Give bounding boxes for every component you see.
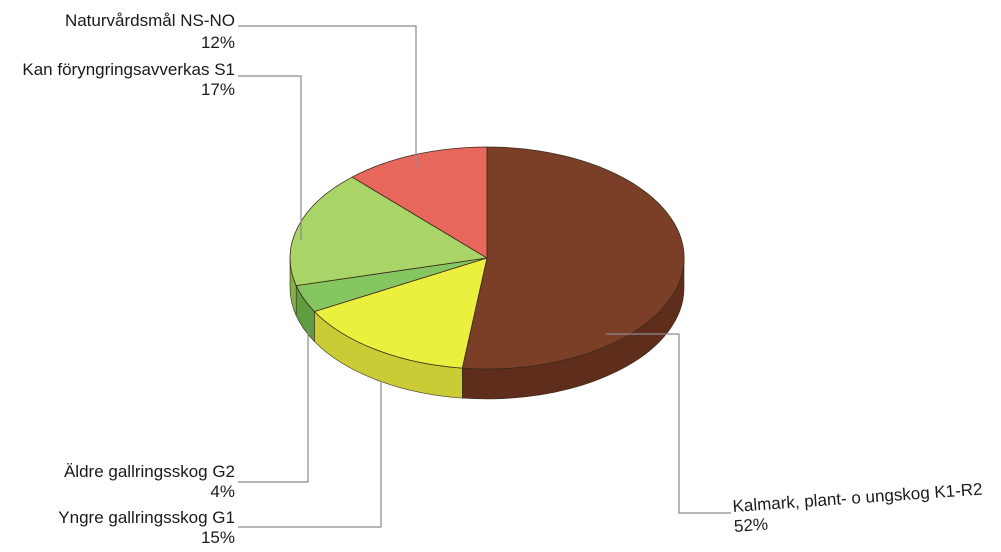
slice-percent-5: 12%: [201, 33, 235, 52]
slice-label-1: Kalmark, plant- o ungskog K1-R2: [732, 480, 983, 516]
leader-line-1: [606, 333, 731, 514]
slice-percent-3: 4%: [210, 482, 235, 501]
leader-line-2: [238, 381, 382, 528]
leader-line-4: [238, 75, 302, 240]
slice-percent-1: 52%: [733, 515, 768, 536]
slice-percent-4: 17%: [201, 80, 235, 99]
slice-percent-2: 15%: [201, 528, 235, 547]
slice-label-group-5: Naturvårdsmål NS-NO 12%: [65, 11, 235, 52]
pie-slice-1: [461, 146, 685, 370]
pie-slice-2: [313, 257, 488, 369]
leader-lines: [238, 25, 731, 528]
slice-label-3: Äldre gallringsskog G2: [64, 462, 235, 481]
leader-line-3: [238, 326, 309, 483]
slice-label-group-3: Äldre gallringsskog G24%: [64, 462, 235, 501]
slice-label-4: Kan föryngringsavverkas S1: [22, 60, 235, 79]
pie-slices: [289, 146, 685, 370]
leader-line-5: [238, 25, 417, 167]
slice-label-5: Naturvårdsmål NS-NO: [65, 11, 235, 30]
pie-slice-5: [351, 146, 488, 259]
slice-label-2: Yngre gallringsskog G1: [58, 508, 235, 527]
pie-slice-4: [289, 176, 488, 286]
